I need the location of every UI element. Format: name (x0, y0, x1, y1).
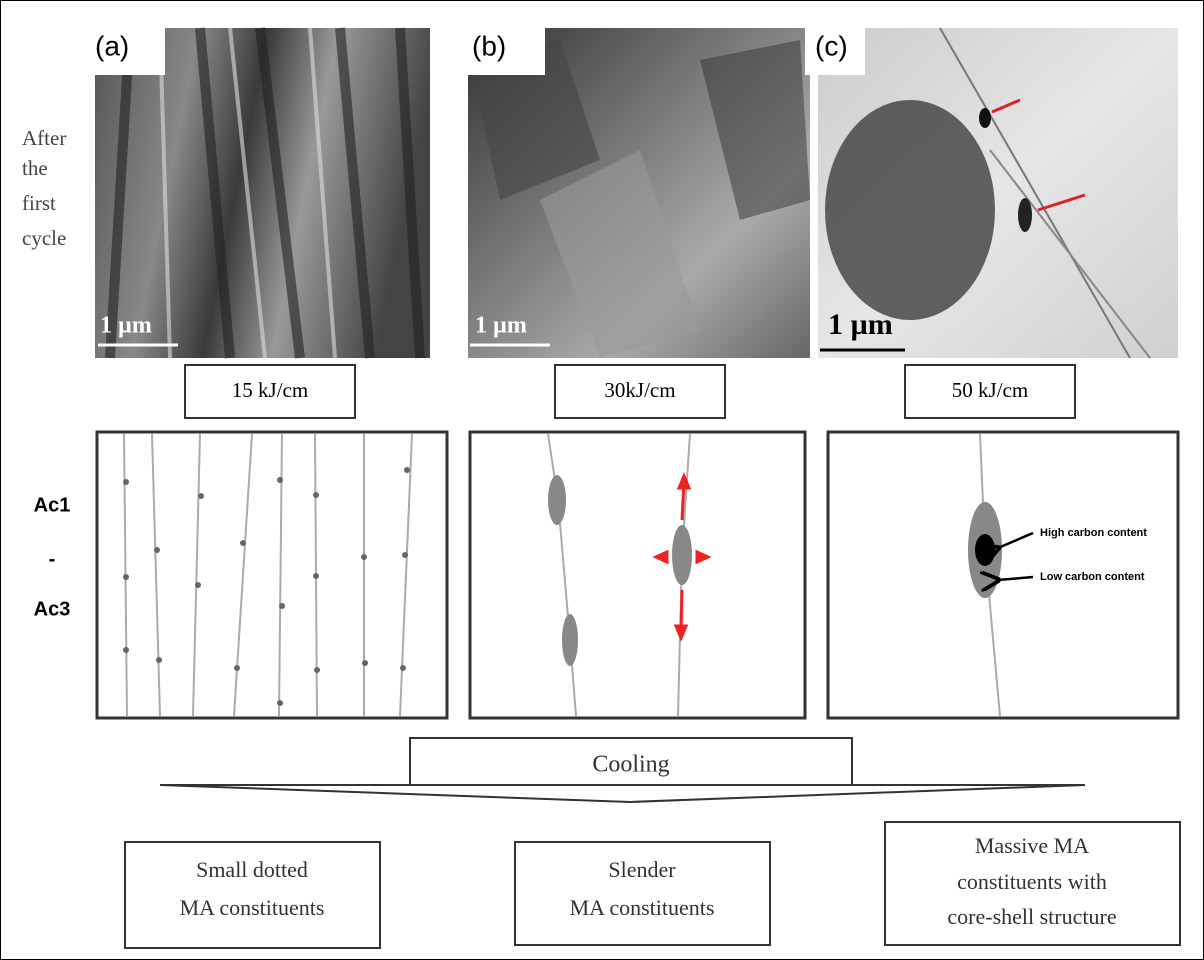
outcome-text: MA constituents (180, 895, 325, 920)
micrograph-b (468, 28, 810, 358)
row-label: the (22, 156, 48, 180)
row-label: cycle (22, 226, 66, 250)
annotation: High carbon content (1040, 527, 1147, 539)
figure: (a) (b) (c) 1 µm 1 µm 1 µm After the fir… (0, 0, 1204, 960)
row-label: Ac3 (34, 598, 71, 620)
outcome-text: Massive MA (975, 833, 1089, 858)
micrograph-a (95, 28, 430, 358)
schematic-a (97, 432, 447, 718)
row-label: first (22, 191, 56, 215)
outcome-text: MA constituents (570, 895, 715, 920)
panel-label: (b) (472, 30, 506, 61)
scale-bar-label: 1 µm (828, 308, 893, 341)
outcome-text: Small dotted (196, 857, 308, 882)
outcome-text: core-shell structure (947, 904, 1116, 929)
annotation: Low carbon content (1040, 571, 1145, 583)
outcome-text: constituents with (957, 869, 1107, 894)
row-label: - (49, 548, 56, 570)
outcome-text: Slender (608, 857, 676, 882)
heat-input: 50 kJ/cm (952, 378, 1028, 402)
panel-label: (c) (815, 30, 848, 61)
heat-input: 30kJ/cm (604, 378, 675, 402)
heat-input: 15 kJ/cm (232, 378, 308, 402)
scale-bar-label: 1 µm (100, 313, 152, 339)
row-label: After (22, 126, 66, 150)
schematic-b (470, 432, 805, 718)
row-label: Ac1 (34, 494, 71, 516)
scale-bar-label: 1 µm (475, 313, 527, 339)
process-label: Cooling (592, 752, 669, 778)
panel-label: (a) (95, 30, 129, 61)
